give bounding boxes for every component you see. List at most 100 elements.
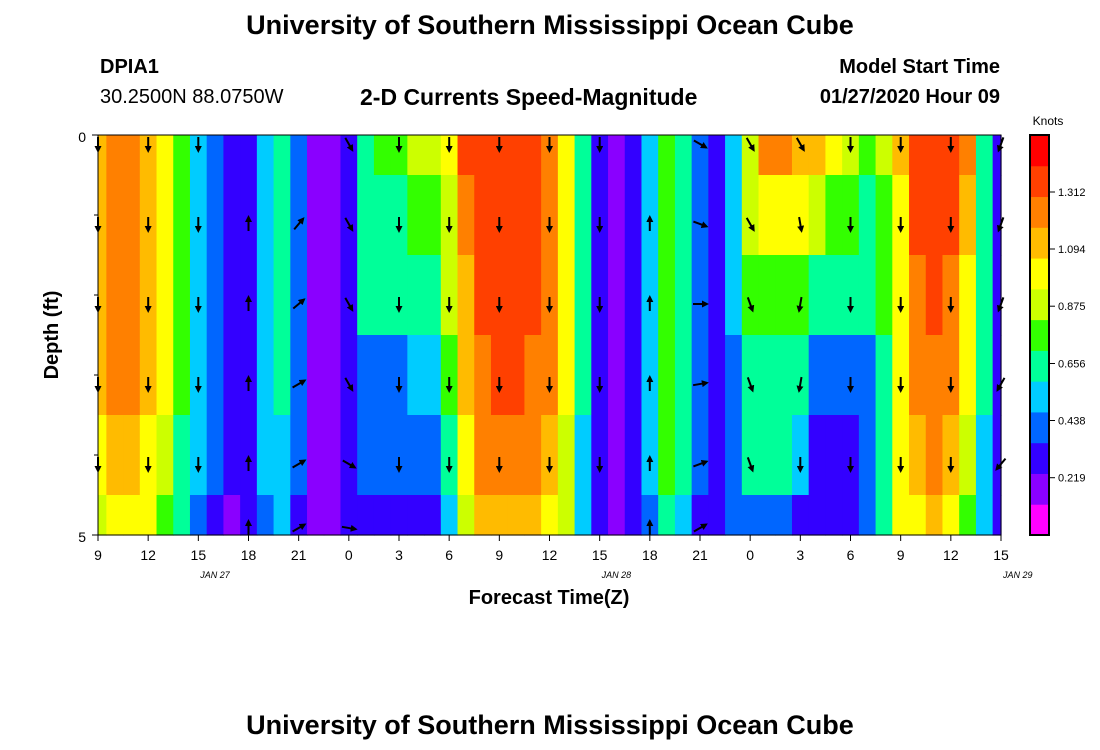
heatmap-cell — [273, 255, 291, 336]
heatmap-cell — [156, 255, 174, 336]
heatmap-cell — [256, 415, 275, 496]
heatmap-cell — [557, 495, 576, 536]
heatmap-cell — [240, 135, 258, 176]
station-coordinates: 30.2500N 88.0750W — [100, 86, 284, 108]
heatmap-cell — [909, 415, 927, 496]
heatmap-cell — [608, 335, 626, 416]
heatmap-cell — [524, 415, 542, 496]
heatmap-cell — [725, 495, 743, 536]
heatmap-cell — [156, 335, 174, 416]
page-title: University of Southern Mississippi Ocean… — [246, 10, 854, 40]
heatmap-cell — [541, 175, 559, 256]
heatmap-cell — [223, 135, 241, 176]
colorbar-tick-label: 1.094 — [1058, 244, 1086, 256]
colorbar-swatch — [1030, 350, 1049, 382]
current-vector-arrow — [746, 457, 755, 473]
current-vector-arrow — [693, 523, 708, 533]
x-tick-label: 6 — [847, 547, 855, 563]
heatmap-cell — [98, 175, 107, 256]
heatmap-cell — [307, 335, 325, 416]
heatmap-cell — [223, 335, 241, 416]
heatmap-cell — [474, 335, 492, 416]
heatmap-cell — [658, 135, 676, 176]
heatmap-cell — [340, 175, 358, 256]
heatmap-cell — [256, 135, 275, 176]
heatmap-cell — [725, 415, 743, 496]
heatmap-cell — [98, 255, 107, 336]
heatmap-cell — [909, 495, 927, 536]
heatmap-cell — [156, 175, 174, 256]
heatmap-cell — [507, 175, 526, 256]
heatmap-cell — [424, 415, 442, 496]
heatmap-cell — [524, 335, 542, 416]
heatmap-cell — [106, 255, 124, 336]
x-tick-label: 9 — [897, 547, 905, 563]
x-tick-label: 3 — [796, 547, 804, 563]
heatmap-cell — [457, 415, 475, 496]
heatmap-cell — [323, 175, 342, 256]
heatmap-cell — [875, 335, 893, 416]
heatmap-cell — [390, 255, 408, 336]
heatmap-cell — [474, 135, 492, 176]
colorbar-swatch — [1030, 442, 1049, 474]
heatmap-cell — [708, 335, 726, 416]
heatmap-cell — [858, 135, 877, 176]
y-axis: 0 5 — [78, 129, 98, 545]
heatmap-cell — [357, 415, 375, 496]
heatmap-cell — [424, 175, 442, 256]
heatmap-cell — [942, 495, 960, 536]
heatmap-cell — [524, 255, 542, 336]
colorbar-swatch — [1030, 135, 1049, 167]
heatmap-cell — [842, 255, 860, 336]
heatmap-cell — [223, 255, 241, 336]
heatmap-cell — [775, 135, 793, 176]
heatmap-cell — [123, 135, 141, 176]
heatmap-cell — [240, 255, 258, 336]
heatmap-cell — [256, 175, 275, 256]
heatmap-cell — [608, 135, 626, 176]
heatmap-cell — [390, 135, 408, 176]
heatmap-cell — [875, 415, 893, 496]
colorbar-unit: Knots — [1033, 114, 1064, 128]
heatmap-cell — [574, 335, 592, 416]
heatmap-cell — [624, 255, 643, 336]
x-axis-label: Forecast Time(Z) — [469, 587, 630, 609]
heatmap-cell — [206, 495, 225, 536]
heatmap-cell — [206, 135, 225, 176]
heatmap-cell — [106, 335, 124, 416]
heatmap-cell — [407, 255, 425, 336]
heatmap-cell — [875, 175, 893, 256]
heatmap-cell — [373, 255, 392, 336]
y-tick-label: 0 — [78, 129, 86, 145]
heatmap-cell — [641, 255, 659, 336]
heatmap-cell — [574, 175, 592, 256]
heatmap-cell — [490, 175, 509, 256]
heatmap-cell — [725, 255, 743, 336]
heatmap-cell — [624, 495, 643, 536]
heatmap-cell — [440, 335, 459, 416]
heatmap-cell — [407, 415, 425, 496]
heatmap-cell — [909, 255, 927, 336]
heatmap-cell — [975, 495, 994, 536]
x-tick-label: 15 — [191, 547, 207, 563]
heatmap-cell — [290, 335, 308, 416]
heatmap-cell — [591, 495, 609, 536]
heatmap-cell — [959, 135, 977, 176]
heatmap-cell — [123, 495, 141, 536]
heatmap-cell — [407, 335, 425, 416]
heatmap-cell — [791, 335, 810, 416]
heatmap-cell — [975, 135, 994, 176]
heatmap-cell — [674, 495, 693, 536]
heatmap-cell — [240, 175, 258, 256]
heatmap-cell — [674, 255, 693, 336]
heatmap-cell — [791, 175, 810, 256]
heatmap-cell — [139, 335, 158, 416]
heatmap-cell — [106, 135, 124, 176]
heatmap-cell — [557, 255, 576, 336]
heatmap-cell — [658, 495, 676, 536]
heatmap-cell — [123, 255, 141, 336]
heatmap-cell — [373, 335, 392, 416]
current-vector-arrow — [292, 523, 307, 533]
heatmap-cell — [290, 495, 308, 536]
